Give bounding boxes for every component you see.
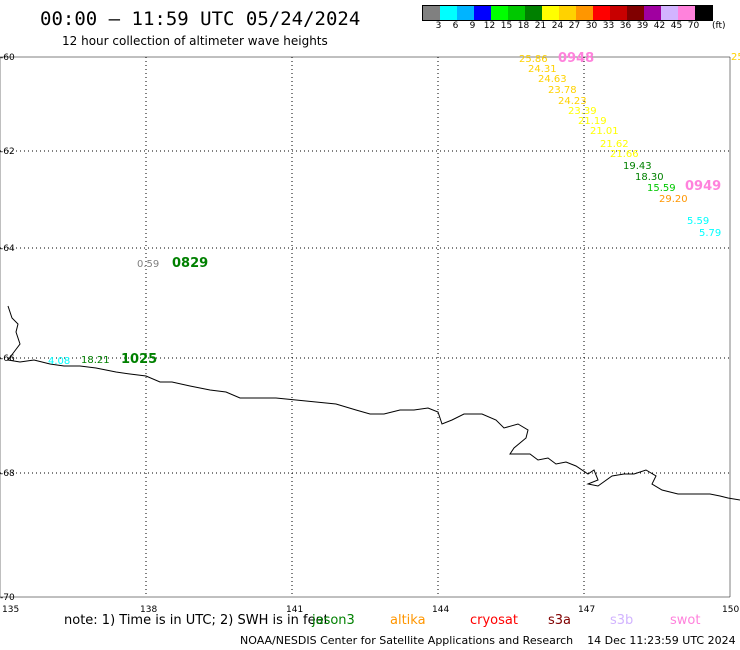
wave-height-value: 19.43 (623, 161, 652, 172)
legend-tick-label: 39 (636, 21, 649, 31)
legend-tick-label: 12 (483, 21, 496, 31)
longitude-tick-label: 138 (140, 605, 157, 615)
latitude-tick-label: -62 (0, 147, 15, 157)
color-scale-legend (422, 5, 713, 21)
legend-tick-label: 15 (500, 21, 513, 31)
wave-height-value: 15.59 (647, 183, 676, 194)
wave-height-value: 25.86 (519, 54, 548, 65)
legend-swatch (542, 6, 559, 20)
legend-swatch (678, 6, 695, 20)
antarctic-coastline (7, 305, 740, 501)
wave-height-value: 21.66 (610, 149, 639, 160)
legend-swatch (627, 6, 644, 20)
latitude-tick-label: -64 (0, 244, 15, 254)
satellite-label-cryosat: cryosat (470, 613, 518, 628)
chart-subtitle: 12 hour collection of altimeter wave hei… (62, 34, 328, 48)
legend-tick-label: 70 (687, 21, 700, 31)
legend-tick-label: 6 (452, 21, 459, 31)
legend-swatch (610, 6, 627, 20)
longitude-tick-label: 144 (432, 605, 449, 615)
wave-height-value: 23.39 (568, 106, 597, 117)
legend-swatch (474, 6, 491, 20)
legend-unit-label: (ft) (712, 21, 726, 31)
legend-swatch (559, 6, 576, 20)
legend-swatch (525, 6, 542, 20)
latitude-tick-label: -66 (0, 354, 15, 364)
wave-height-value: 29.20 (659, 194, 688, 205)
pass-time-label: 0949 (685, 179, 721, 194)
wave-height-value: 21.19 (578, 116, 607, 127)
wave-height-value: 24.31 (528, 64, 557, 75)
wave-height-value: 5.79 (699, 228, 721, 239)
legend-tick-label: 45 (670, 21, 683, 31)
plot-border (0, 56, 731, 598)
footer-note: note: 1) Time is in UTC; 2) SWH is in fe… (64, 613, 329, 628)
legend-swatch (508, 6, 525, 20)
satellite-label-s3b: s3b (610, 613, 634, 628)
legend-tick-label: 18 (517, 21, 530, 31)
longitude-tick-label: 135 (2, 605, 19, 615)
color-scale-labels: 3 6 9 12 15 18 21 24 27 30 33 36 39 42 45 70 (422, 21, 702, 31)
pass-time-label: 0829 (172, 256, 208, 271)
pass-time-label: 1025 (121, 352, 157, 367)
chart-title: 00:00 – 11:59 UTC 05/24/2024 (40, 8, 361, 30)
legend-tick-label: 24 (551, 21, 564, 31)
wave-height-value: 21.01 (590, 126, 619, 137)
longitude-tick-label: 141 (286, 605, 303, 615)
legend-tick-label: 21 (534, 21, 547, 31)
legend-tick-label: 9 (469, 21, 476, 31)
wave-height-value: 21.62 (600, 139, 629, 150)
legend-tick-label: 27 (568, 21, 581, 31)
legend-swatch (593, 6, 610, 20)
legend-swatch (661, 6, 678, 20)
latitude-tick-label: -70 (0, 593, 15, 603)
graticule-grid: 135 138 141 144 147 150 -60 -62 -64 -66 -68 -70 (0, 53, 739, 615)
pass-time-label: 0948 (558, 51, 594, 66)
wave-height-labels: 25.8624.3124.6323.7824.2323.3921.1921.01… (48, 51, 740, 367)
legend-tick-label: 42 (653, 21, 666, 31)
wave-height-value: 5.59 (687, 216, 709, 227)
wave-height-value: 0.59 (137, 259, 159, 270)
legend-swatch (423, 6, 440, 20)
latitude-tick-label: -68 (0, 469, 15, 479)
longitude-tick-label: 150 (722, 605, 739, 615)
credit-line: NOAA/NESDIS Center for Satellite Applica… (240, 634, 736, 647)
wave-height-value: 4.08 (48, 356, 70, 367)
wave-height-value: 23.78 (548, 85, 577, 96)
satellite-label-altika: altika (390, 613, 426, 628)
satellite-label-jason3: jason3 (312, 613, 355, 628)
legend-swatch (491, 6, 508, 20)
legend-tick-label: 3 (435, 21, 442, 31)
legend-tick-label: 36 (619, 21, 632, 31)
latitude-tick-label: -60 (0, 53, 15, 63)
wave-height-value: 24.23 (558, 96, 587, 107)
wave-height-value: 18.30 (635, 172, 664, 183)
legend-swatch (440, 6, 457, 20)
legend-swatch (695, 6, 712, 20)
wave-height-value: 24.63 (538, 74, 567, 85)
legend-swatch (457, 6, 474, 20)
legend-swatch (644, 6, 661, 20)
legend-tick-label: 30 (585, 21, 598, 31)
wave-height-value: 18.21 (81, 355, 110, 366)
satellite-label-swot: swot (670, 613, 701, 628)
legend-swatch (576, 6, 593, 20)
longitude-tick-label: 147 (578, 605, 595, 615)
satellite-label-s3a: s3a (548, 613, 572, 628)
wave-height-value: 25 (731, 52, 740, 63)
legend-tick-label: 33 (602, 21, 615, 31)
